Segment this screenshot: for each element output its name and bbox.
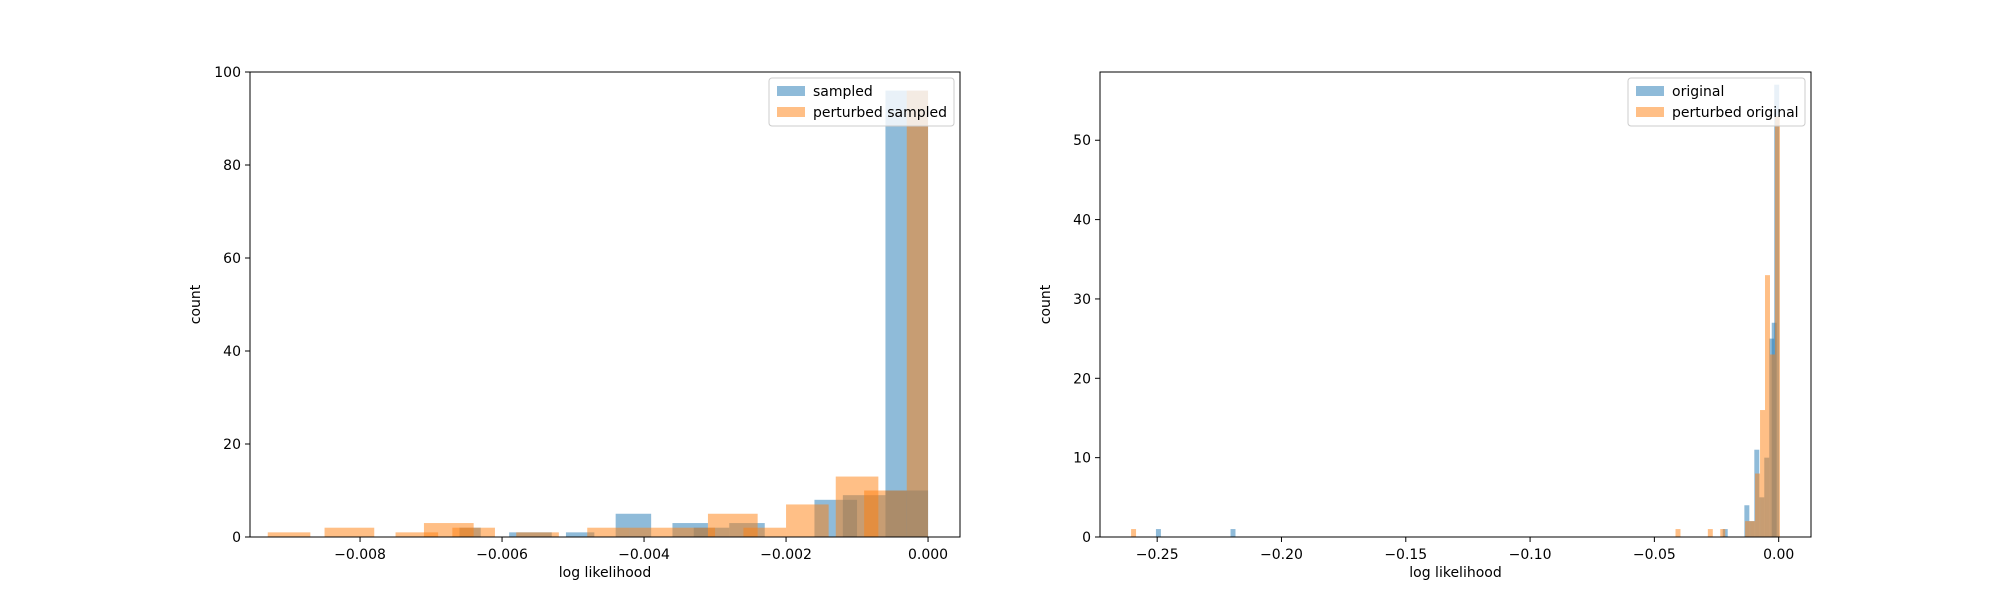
y-tick-label: 40 xyxy=(223,344,241,360)
histogram-bar xyxy=(1765,275,1770,537)
histogram-bar xyxy=(1750,521,1756,537)
x-tick-label: −0.25 xyxy=(1136,547,1179,563)
y-tick-label: 80 xyxy=(223,158,241,174)
legend-label: original xyxy=(1672,84,1724,100)
legend-swatch xyxy=(1636,86,1664,96)
x-tick-label: −0.20 xyxy=(1260,547,1303,563)
x-tick-label: −0.006 xyxy=(476,547,528,563)
legend-box xyxy=(768,77,955,127)
y-tick-label: 20 xyxy=(1073,371,1091,387)
histogram-bar xyxy=(324,527,375,537)
y-tick-label: 50 xyxy=(1073,133,1091,149)
y-tick-label: 0 xyxy=(232,530,241,546)
legend-swatch xyxy=(777,86,805,96)
series-perturbed-original xyxy=(1131,116,1780,537)
legend-swatch xyxy=(777,107,805,117)
legend: sampled perturbed sampled xyxy=(768,77,955,127)
chart-right-original: −0.25 −0.20 −0.15 −0.10 −0.05 0.00 0 10 20 30 40 50… xyxy=(1038,71,1812,581)
x-tick-label: −0.004 xyxy=(618,547,670,563)
x-axis-label: log likelihood xyxy=(559,565,651,581)
histogram-bar xyxy=(516,532,559,537)
histogram-bar xyxy=(1722,529,1728,537)
legend: original perturbed original xyxy=(1627,77,1806,127)
histogram-bar xyxy=(906,90,929,537)
histogram-bar xyxy=(743,527,787,537)
histogram-bar xyxy=(672,527,716,537)
axes-frame xyxy=(1099,71,1812,538)
y-tick-label: 20 xyxy=(223,437,241,453)
y-axis-label: count xyxy=(188,284,204,324)
histogram-bar xyxy=(565,532,595,537)
x-tick-label: 0.000 xyxy=(908,547,948,563)
y-tick-label: 60 xyxy=(223,251,241,267)
y-tick-label: 10 xyxy=(1073,451,1091,467)
y-tick-label: 30 xyxy=(1073,292,1091,308)
histogram-bar xyxy=(1745,521,1751,537)
histogram-bar xyxy=(1720,529,1726,537)
y-axis-label: count xyxy=(1038,284,1054,324)
series-perturbed-sampled xyxy=(267,90,929,537)
histogram-bar xyxy=(1769,354,1775,537)
histogram-bar xyxy=(786,504,829,537)
histogram-bar xyxy=(395,532,439,537)
x-tick-label: −0.10 xyxy=(1509,547,1552,563)
legend-label: perturbed sampled xyxy=(813,105,947,121)
histogram-bar xyxy=(1155,529,1161,537)
histogram-bar xyxy=(267,532,311,537)
histogram-bar xyxy=(1755,473,1761,537)
histogram-bar xyxy=(1131,529,1137,537)
chart-left-sampled: −0.008 −0.006 −0.004 −0.002 0.000 0 20 40 60 80 10… xyxy=(188,65,961,581)
histogram-bar xyxy=(1707,529,1713,537)
histogram-bar xyxy=(1760,410,1766,537)
y-tick-label: 100 xyxy=(214,65,241,81)
x-tick-label: −0.15 xyxy=(1384,547,1427,563)
plot-area xyxy=(1100,72,1811,537)
y-tick-label: 40 xyxy=(1073,213,1091,229)
x-tick-label: −0.008 xyxy=(334,547,386,563)
axes-frame xyxy=(249,71,961,538)
histogram-bar xyxy=(1230,529,1236,537)
legend-swatch xyxy=(1636,107,1664,117)
legend-label: sampled xyxy=(813,84,873,100)
histogram-bar xyxy=(629,527,673,537)
x-axis-label: log likelihood xyxy=(1409,565,1501,581)
legend-label: perturbed original xyxy=(1672,105,1799,121)
histogram-bar xyxy=(864,490,907,537)
legend-box xyxy=(1627,77,1806,127)
x-tick-label: −0.05 xyxy=(1633,547,1676,563)
plot-area xyxy=(250,72,960,537)
histogram-bar xyxy=(587,527,630,537)
x-tick-label: 0.00 xyxy=(1763,547,1794,563)
y-tick-label: 0 xyxy=(1082,530,1091,546)
histogram-bar xyxy=(1675,529,1681,537)
x-tick-label: −0.002 xyxy=(760,547,812,563)
histogram-bar xyxy=(452,527,495,537)
histogram-bar xyxy=(1774,116,1780,537)
